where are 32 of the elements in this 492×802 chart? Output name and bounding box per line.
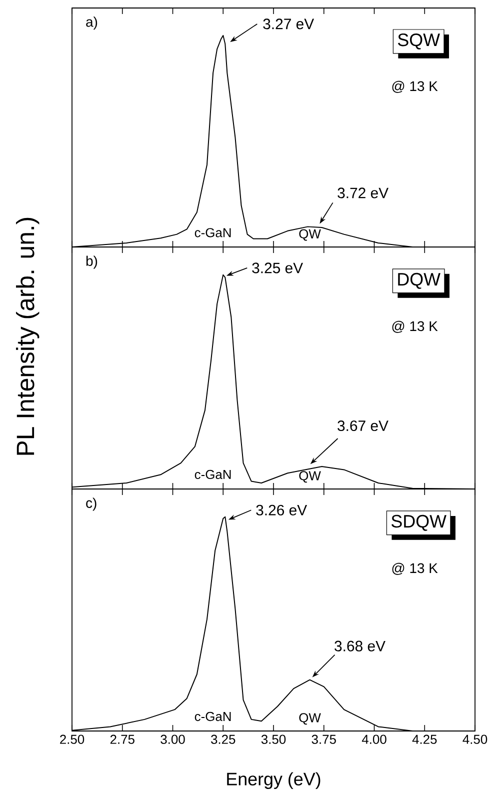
annotation: 3.27 eV: [263, 18, 314, 30]
annotation: c-GaN: [194, 228, 231, 238]
x-tick-label: 3.50: [261, 734, 286, 744]
x-tick-label: 4.50: [462, 734, 488, 744]
annotation: QW: [299, 713, 321, 725]
annotation: @ 13 K: [392, 320, 438, 333]
annotation: 3.25 eV: [252, 262, 303, 274]
annotation: QW: [299, 471, 321, 483]
annotation: 3.26 eV: [256, 504, 308, 516]
y-axis-title: PL Intensity (arb. un.): [16, 218, 40, 455]
annotation: SDQW: [392, 514, 446, 531]
annotation: SQW: [398, 33, 440, 50]
annotation: @ 13 K: [392, 80, 438, 93]
annotation: c-GaN: [194, 712, 231, 722]
text: a): [86, 16, 98, 30]
x-tick-label: 3.00: [160, 734, 185, 744]
x-tick-label: 3.25: [211, 734, 236, 744]
annotation: DQW: [398, 272, 440, 289]
x-tick-label: 4.00: [362, 734, 386, 744]
text: b): [86, 256, 98, 269]
x-tick-label: 4.25: [412, 734, 437, 744]
annotation: 3.68 eV: [334, 640, 386, 652]
annotation: 3.67 eV: [338, 420, 388, 432]
annotation: @ 13 K: [392, 562, 438, 575]
annotation: 3.72 eV: [338, 188, 388, 198]
text: c): [86, 498, 96, 511]
x-tick-label: 2.75: [110, 734, 134, 744]
annotation: QW: [299, 229, 321, 241]
annotation: c-GaN: [194, 470, 231, 480]
x-axis-title: Energy (eV): [227, 772, 320, 789]
x-tick-label: 2.50: [60, 734, 84, 744]
x-tick-label: 3.75: [312, 734, 336, 744]
